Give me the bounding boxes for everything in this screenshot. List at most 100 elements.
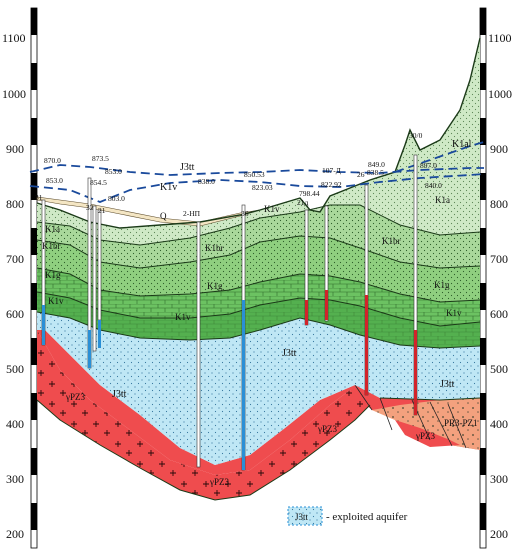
left-tick-label: 1000: [2, 87, 26, 101]
right-tick-label: 1000: [488, 87, 512, 101]
right-tick-label: 1100: [488, 31, 512, 45]
left-tick-label: 700: [6, 252, 24, 266]
well-label-21d: 21д: [297, 198, 309, 207]
right-tick-label: 300: [490, 472, 508, 486]
well-107: [324, 205, 329, 322]
legend-text: - exploited aquifer: [326, 511, 408, 523]
well-elevation: 803.0: [108, 194, 125, 203]
well-elevation: 822.92: [321, 180, 342, 189]
well-2np: [196, 221, 201, 468]
left-scale-bar: [30, 7, 38, 549]
unit-k1v-right: K1v: [446, 308, 462, 318]
well-elevation: 849.0: [368, 160, 385, 169]
layer-k1br-dots: [37, 205, 480, 268]
unit-k1g-mid: K1g: [207, 281, 223, 291]
aquifer-dots: [37, 312, 480, 465]
screen-red: [305, 300, 308, 325]
well-label-21: 21: [98, 206, 106, 215]
unit-pz-left: γPZ3: [65, 392, 85, 402]
well-elevation: 798.44: [299, 189, 320, 198]
well-elevation: 853.0: [46, 176, 63, 185]
screen-blue: [242, 300, 245, 470]
right-tick-label: 500: [490, 362, 508, 376]
granite-basement: [37, 330, 480, 475]
well-label-2np: 2-НП: [183, 209, 201, 218]
left-tick-label: 1100: [2, 31, 26, 45]
right-tick-label: 900: [490, 142, 508, 156]
well-elevation: 840.0: [425, 181, 442, 190]
water-table: [29, 141, 485, 203]
well-elevation: 870.0: [44, 156, 61, 165]
right-tick-label: 200: [490, 527, 508, 541]
unit-k1v-small: K1v: [264, 204, 280, 214]
unit-k1br-mid: K1br: [205, 243, 224, 253]
layer-k1a-dots: [37, 38, 480, 245]
unit-j3tt-top: J3tt: [180, 162, 195, 173]
well-elevation: 838.5: [367, 168, 384, 177]
unit-prpz: PR3-PZ1: [444, 418, 478, 428]
screen-blue: [42, 305, 45, 345]
right-axis-labels: 1100 1000 900 800 700 600 500 400 300 20…: [488, 31, 512, 541]
well-label-26: 26: [357, 170, 365, 179]
legend-symbol: J3tt: [295, 512, 309, 522]
screen-red: [365, 295, 368, 395]
well-32: [92, 205, 97, 352]
left-tick-label: 500: [6, 362, 24, 376]
fault-lines: [354, 384, 467, 449]
unit-k1v-left: K1v: [48, 296, 64, 306]
well-elevation: 853.0: [105, 167, 122, 176]
well-elevation: 823.03: [252, 183, 273, 192]
unit-pz-right: γPZ3: [415, 431, 435, 441]
well-elevation: 854.5: [90, 178, 107, 187]
unit-j3tt-mid: J3tt: [282, 348, 297, 359]
well-label-30: 30/0: [409, 131, 423, 140]
well-elevation: 850.53: [244, 170, 265, 179]
unit-j3tt-right: J3tt: [440, 379, 455, 390]
layer-q: [36, 196, 261, 227]
well-label-107: 107-Д: [322, 166, 341, 175]
right-tick-label: 400: [490, 417, 508, 431]
left-tick-label: 800: [6, 197, 24, 211]
screen-blue: [98, 320, 101, 348]
well-labels: 31 870.0 853.0 873.5 854.5 853.0 32 21 8…: [35, 131, 442, 218]
unit-k1a-left: K1a: [45, 224, 60, 234]
unit-k1a-right: K1a: [435, 195, 450, 205]
well-label-31: 31: [35, 193, 43, 202]
unit-labels: J3tt K1v K1al K1a K1br K1g K1v Q K1br K1…: [42, 139, 478, 487]
screen-red: [325, 290, 328, 320]
unit-k1g-left: K1g: [45, 270, 61, 280]
left-tick-label: 200: [6, 527, 24, 541]
unit-j3tt-left: J3tt: [112, 389, 127, 400]
left-tick-label: 600: [6, 307, 24, 321]
unit-k1al: K1al: [452, 139, 472, 150]
unit-k1v-top: K1v: [160, 182, 177, 193]
left-tick-label: 300: [6, 472, 24, 486]
layer-k1v-bricks: [37, 268, 480, 326]
well-label-36: 36: [241, 209, 249, 218]
granite-crosses: [37, 330, 370, 500]
left-tick-label: 400: [6, 417, 24, 431]
layer-k1v-lower-bricks: [37, 292, 480, 348]
unit-k1br-left: K1br: [42, 241, 61, 251]
unit-q: Q: [160, 211, 167, 221]
well-elevation: 897.0: [420, 161, 437, 170]
screen-red: [414, 330, 417, 415]
right-tick-label: 600: [490, 307, 508, 321]
prpz-pattern: [372, 398, 480, 450]
well-label-32: 32: [86, 203, 94, 212]
unit-pz-mid: γPZ3: [317, 424, 337, 434]
well-elevation: 838.0: [198, 177, 215, 186]
well-elevation: 873.5: [92, 154, 109, 163]
screen-blue: [88, 330, 91, 368]
right-tick-label: 700: [490, 252, 508, 266]
unit-k1v-mid: K1v: [175, 312, 191, 322]
well-21: [97, 209, 102, 321]
right-scale-bar: [479, 7, 487, 549]
well-screens: [42, 290, 417, 470]
left-tick-label: 900: [6, 142, 24, 156]
legend: J3tt - exploited aquifer: [287, 506, 408, 526]
unit-k1g-right: K1g: [434, 280, 450, 290]
right-tick-label: 800: [490, 197, 508, 211]
unit-pz-bottom: γPZ3: [209, 477, 229, 487]
